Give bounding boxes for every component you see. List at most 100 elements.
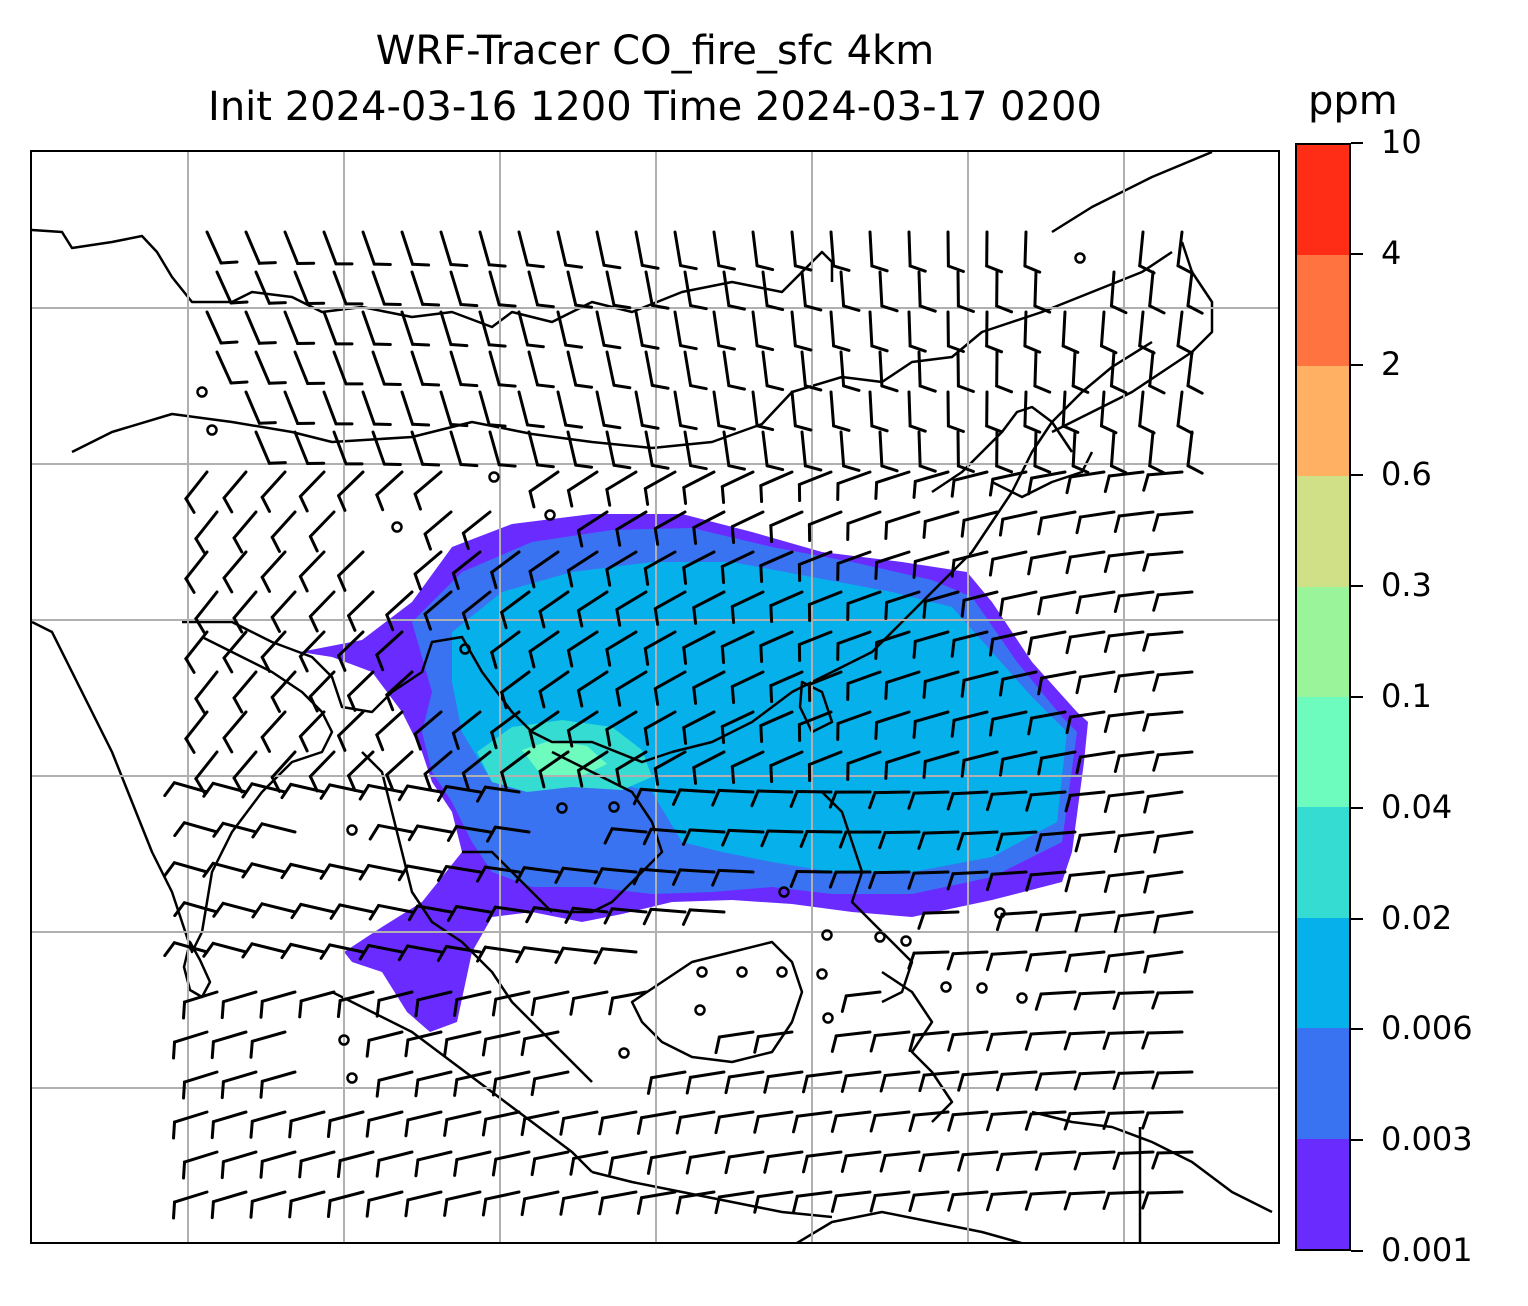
coastline-kamchatka (1051, 152, 1213, 234)
wind-barb (556, 390, 584, 429)
wind-barb (491, 1070, 531, 1097)
wind-barb (998, 590, 1038, 617)
wind-barb (714, 1190, 755, 1215)
wind-barb (995, 270, 1014, 314)
wind-barb (711, 868, 755, 887)
wind-barb (528, 550, 560, 589)
wind-barb (642, 907, 687, 926)
wind-barb (212, 901, 258, 918)
wind-barb (988, 550, 1028, 577)
wind-barb (332, 350, 364, 386)
wind-barb (1037, 510, 1077, 536)
wind-barb (371, 350, 402, 386)
wind-barb (769, 750, 804, 784)
wind-barb (692, 510, 726, 545)
wind-barb (995, 830, 1038, 852)
wind-barb (1033, 430, 1052, 474)
wind-barb (576, 510, 609, 548)
wind-barb (476, 785, 521, 803)
wind-barb (414, 1150, 453, 1178)
wind-barb (608, 990, 648, 1016)
colorbar-segment (1297, 917, 1349, 1029)
map-canvas (32, 152, 1278, 1242)
wind-barb (407, 904, 453, 922)
wind-barb (461, 590, 492, 630)
wind-barb (413, 550, 443, 591)
wind-barb (365, 1190, 404, 1218)
wind-barb (361, 390, 392, 426)
wind-barb (241, 942, 287, 959)
wind-barb (807, 750, 843, 783)
wind-barb (515, 866, 560, 884)
wind-barb (724, 1150, 765, 1175)
wind-barb (840, 1150, 882, 1173)
wind-barb (205, 310, 239, 345)
wind-barb (308, 670, 336, 713)
wind-barb (280, 782, 326, 800)
wind-barb (753, 1110, 794, 1134)
wind-barb (839, 430, 861, 472)
wind-barb (172, 1190, 209, 1220)
wind-barb (347, 670, 375, 712)
colorbar-tick-label: 4 (1381, 233, 1402, 272)
wind-barb (566, 710, 599, 748)
wind-barb (1142, 630, 1184, 652)
wind-barb (443, 1190, 482, 1217)
wind-barb (446, 825, 492, 842)
wind-barb (605, 350, 632, 390)
wind-barb (998, 750, 1038, 777)
wind-barb (222, 630, 248, 674)
wind-barb (1037, 590, 1077, 616)
wind-barb (244, 230, 277, 265)
wind-barb (839, 270, 861, 312)
wind-barb (1148, 270, 1166, 315)
wind-barb (956, 270, 975, 313)
wind-barb (763, 1070, 804, 1094)
wind-barb (481, 1110, 521, 1137)
wind-barb (184, 470, 209, 514)
wind-barb (673, 230, 698, 271)
wind-barb (643, 470, 677, 506)
wind-barb (280, 942, 326, 960)
wind-barb (478, 390, 507, 428)
wind-barb (319, 943, 365, 960)
wind-barb (298, 550, 326, 593)
wind-barb (1025, 870, 1067, 892)
wind-barb (946, 870, 989, 891)
wind-barb (792, 1110, 833, 1134)
wind-barb (1065, 550, 1106, 575)
wind-barb (720, 710, 755, 745)
wind-barb (947, 1110, 989, 1132)
wind-barb (917, 350, 937, 393)
wind-barb (839, 350, 861, 392)
wind-barb (722, 270, 746, 311)
wind-barb (322, 310, 354, 346)
wind-barb (789, 870, 833, 888)
wind-barb (385, 590, 414, 632)
wind-barb (950, 630, 989, 658)
wind-barb (436, 865, 482, 882)
wind-barb (922, 750, 960, 779)
wind-barb (917, 830, 960, 850)
wind-barb (500, 590, 531, 630)
wind-barb (538, 590, 570, 629)
wind-barb (520, 1110, 560, 1137)
wind-barb (956, 350, 975, 393)
wind-barb (298, 990, 336, 1019)
wind-barb (397, 784, 443, 802)
wind-barb (918, 1150, 960, 1173)
wind-barb (436, 785, 482, 802)
wind-barb (836, 630, 872, 662)
wind-barb (1143, 870, 1184, 894)
wind-barb (215, 350, 249, 385)
wind-barb (675, 1110, 716, 1135)
wind-barb (1073, 1070, 1116, 1091)
coastline-sumatra (331, 990, 593, 1173)
wind-barb (1063, 1030, 1106, 1051)
wind-barb (220, 1070, 258, 1100)
wind-barb (869, 1110, 911, 1133)
wind-barb (1152, 590, 1194, 612)
wind-barb (251, 822, 297, 839)
wind-barb (222, 470, 248, 514)
wind-barb (451, 710, 482, 750)
